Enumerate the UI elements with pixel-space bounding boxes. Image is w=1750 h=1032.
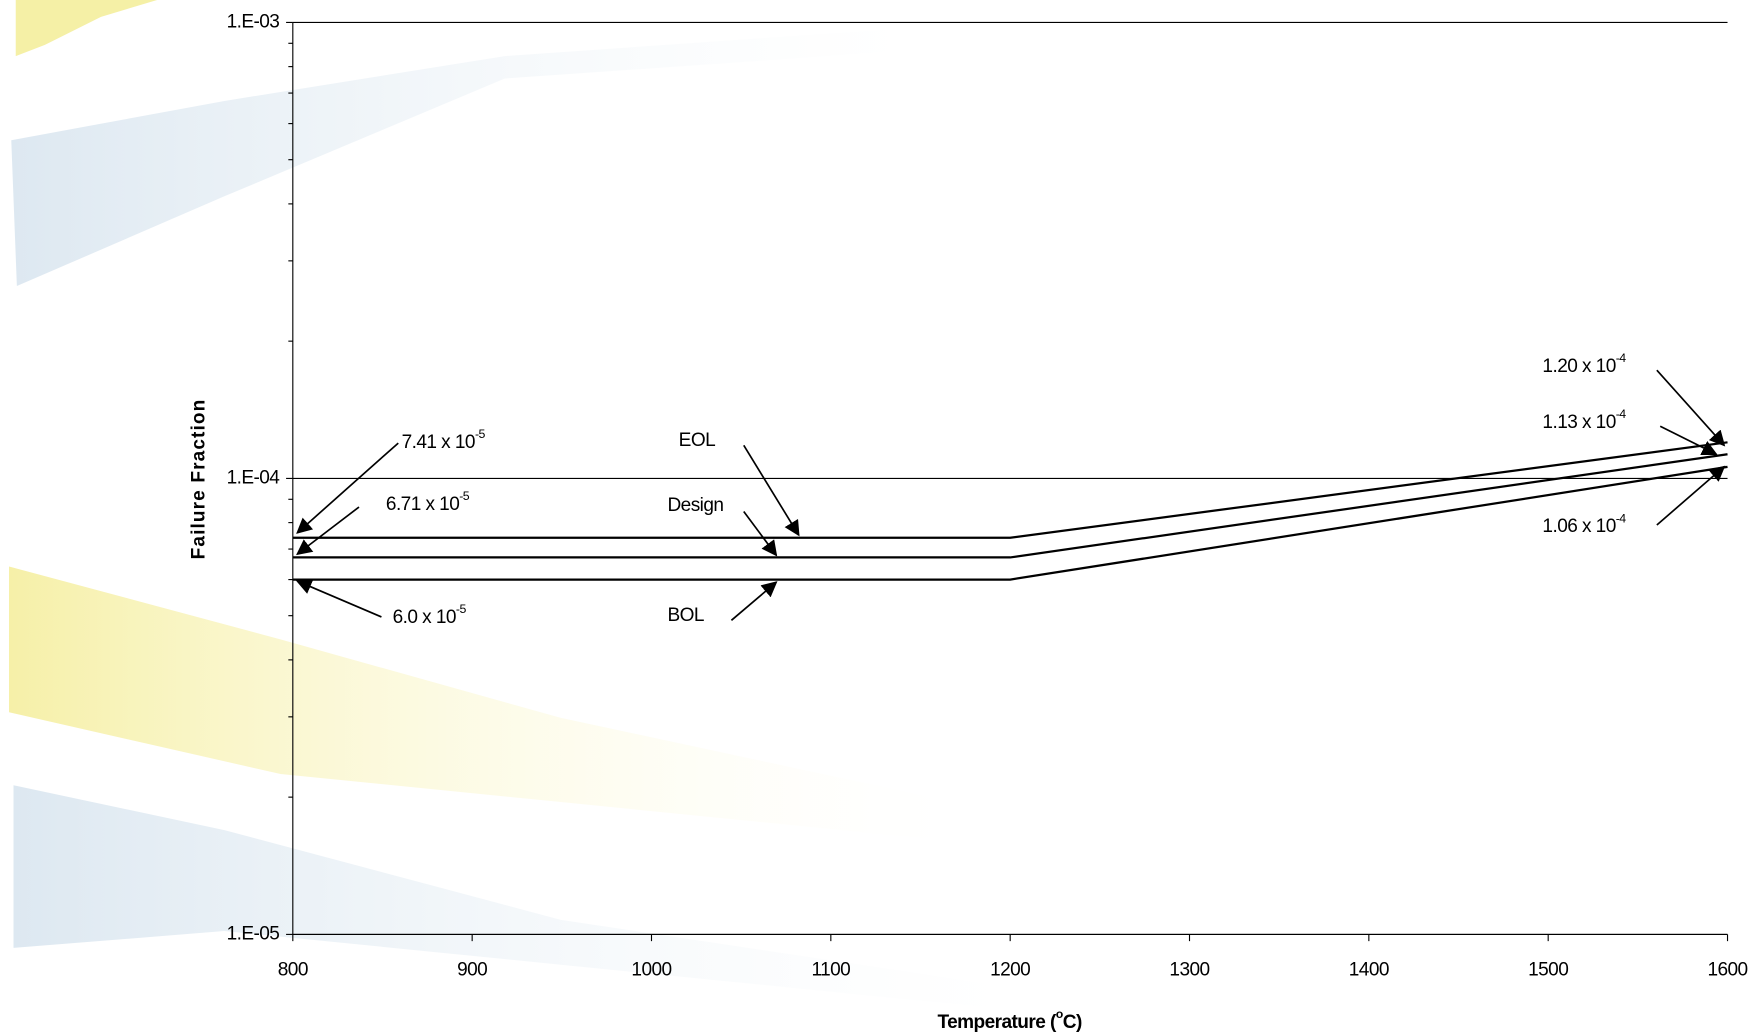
x-tick-label: 800 xyxy=(278,959,308,980)
annotation-arrow xyxy=(297,443,398,533)
annotation-exponent: -5 xyxy=(459,489,470,503)
annotation-text: 1.13 x 10 xyxy=(1542,412,1615,433)
annotation-text: 1.06 x 10 xyxy=(1542,516,1615,537)
annotation-arrow xyxy=(1657,370,1724,445)
annotation-exponent: -5 xyxy=(475,427,486,441)
chart: Failure Fraction Temperature (oC) 1.E-03… xyxy=(0,0,1750,1032)
annotation-arrow xyxy=(297,507,359,554)
value-annotation: 1.06 x 10-4 xyxy=(1542,512,1626,538)
series-label: EOL xyxy=(679,430,715,451)
annotation-exponent: -4 xyxy=(1616,512,1627,526)
x-axis-label-suffix: C) xyxy=(1063,1012,1082,1032)
value-annotation: 7.41 x 10-5 xyxy=(402,427,486,453)
value-annotation: 1.13 x 10-4 xyxy=(1542,407,1626,433)
annotation-text: 7.41 x 10 xyxy=(402,432,475,453)
annotation-arrow xyxy=(744,512,777,556)
x-tick-label: 1100 xyxy=(811,959,850,980)
x-tick-label: 1000 xyxy=(631,959,671,980)
x-axis-label: Temperature (oC) xyxy=(937,1007,1081,1032)
x-tick-label: 1200 xyxy=(990,959,1030,980)
annotation-arrow xyxy=(731,582,776,620)
y-tick-label: 1.E-05 xyxy=(227,923,280,944)
x-tick-label: 1300 xyxy=(1169,959,1209,980)
series-label: BOL xyxy=(667,605,703,626)
y-axis-label: Failure Fraction xyxy=(189,399,210,560)
x-axis-label-text: Temperature ( xyxy=(937,1012,1057,1032)
y-tick-label: 1.E-04 xyxy=(227,467,281,488)
annotation-exponent: -4 xyxy=(1616,407,1627,421)
annotation-text: 6.71 x 10 xyxy=(386,494,459,515)
annotation-text: 6.0 x 10 xyxy=(393,607,456,628)
value-annotation: 6.0 x 10-5 xyxy=(393,602,467,628)
series-label: Design xyxy=(667,495,723,516)
y-tick-label: 1.E-03 xyxy=(227,11,280,32)
x-tick-label: 1400 xyxy=(1349,959,1389,980)
value-annotation: 6.71 x 10-5 xyxy=(386,489,470,515)
series-line xyxy=(293,442,1728,537)
annotation-text: 1.20 x 10 xyxy=(1542,356,1615,377)
annotation-arrow xyxy=(297,581,381,617)
background-decoration xyxy=(9,0,1010,1010)
x-tick-label: 1600 xyxy=(1707,959,1747,980)
value-annotation: 1.20 x 10-4 xyxy=(1542,351,1626,377)
series-line xyxy=(293,454,1728,557)
series-line xyxy=(293,467,1728,580)
annotation-exponent: -5 xyxy=(456,602,467,616)
x-tick-label: 1500 xyxy=(1528,959,1568,980)
annotation-exponent: -4 xyxy=(1616,351,1627,365)
x-tick-label: 900 xyxy=(457,959,487,980)
